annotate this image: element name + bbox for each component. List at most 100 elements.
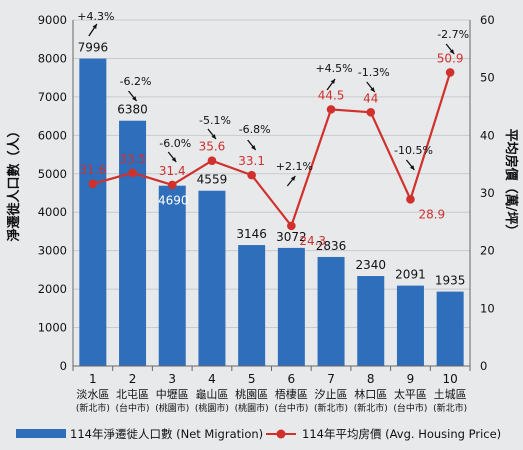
line-value-label: 35.6 bbox=[199, 140, 226, 154]
x-tick-city: (桃園市) bbox=[235, 402, 269, 414]
x-tick-number: 1 bbox=[89, 372, 97, 386]
y-left-tick-label: 1000 bbox=[38, 321, 67, 335]
y-left-tick-label: 8000 bbox=[38, 51, 67, 65]
bar-value-label: 3146 bbox=[236, 227, 267, 241]
x-tick-district: 太平區 bbox=[394, 388, 427, 401]
y-right-tick-label: 50 bbox=[480, 71, 495, 85]
legend-bar-label: 114年淨遷徙人口數 (Net Migration) bbox=[70, 427, 263, 441]
line-point bbox=[167, 180, 177, 190]
y-axis-left-title: 淨遷徙人口數（人） bbox=[6, 124, 22, 241]
arrow-down-icon bbox=[132, 96, 137, 101]
x-tick-city: (台中市) bbox=[393, 402, 427, 414]
y-left-tick-label: 3000 bbox=[38, 244, 67, 258]
change-annotation-label: -6.2% bbox=[120, 75, 152, 88]
line-value-label: 28.9 bbox=[418, 207, 445, 221]
bar bbox=[317, 256, 345, 366]
bar-value-label: 4559 bbox=[197, 173, 228, 187]
arrow-down-icon bbox=[409, 165, 415, 170]
y-left-tick-label: 6000 bbox=[38, 128, 67, 142]
x-tick-number: 2 bbox=[129, 372, 137, 386]
bar-value-label: 6380 bbox=[117, 103, 148, 117]
arrow-down-icon bbox=[449, 49, 455, 54]
y-right-tick-label: 40 bbox=[480, 128, 495, 142]
y-right-tick-label: 60 bbox=[480, 13, 495, 27]
line-value-label: 50.9 bbox=[437, 51, 464, 65]
line-value-label: 33.1 bbox=[238, 154, 265, 168]
line-point bbox=[366, 107, 376, 117]
bar bbox=[357, 276, 385, 366]
y-left-tick-label: 5000 bbox=[38, 167, 67, 181]
line-point bbox=[247, 170, 256, 180]
arrow-down-icon bbox=[171, 157, 177, 162]
arrow-down-icon bbox=[211, 134, 216, 139]
bar-value-label: 7996 bbox=[78, 41, 109, 55]
arrow-down-icon bbox=[370, 87, 375, 92]
bar-value-label: 2836 bbox=[316, 239, 347, 253]
bar-value-label: 2340 bbox=[355, 258, 386, 272]
line-value-label: 44.5 bbox=[318, 88, 345, 102]
line-point bbox=[326, 105, 336, 114]
legend-bar-swatch bbox=[16, 429, 66, 438]
x-tick-number: 8 bbox=[367, 372, 375, 386]
bar bbox=[396, 285, 424, 366]
x-tick-city: (台中市) bbox=[116, 402, 150, 414]
line-point bbox=[445, 68, 455, 77]
x-tick-number: 5 bbox=[248, 372, 256, 386]
change-annotation-label: -6.8% bbox=[239, 123, 271, 136]
bar bbox=[436, 291, 464, 366]
x-tick-district: 北屯區 bbox=[116, 388, 149, 401]
y-left-tick-label: 4000 bbox=[38, 205, 67, 219]
x-tick-district: 土城區 bbox=[434, 388, 467, 401]
y-left-tick-label: 9000 bbox=[38, 13, 67, 27]
line-path bbox=[92, 72, 452, 229]
line-value-label: 44 bbox=[363, 91, 378, 105]
x-tick-district: 汐止區 bbox=[315, 387, 348, 401]
y-right-tick-label: 30 bbox=[480, 186, 495, 200]
bar-value-label: 2091 bbox=[395, 268, 426, 282]
bar-value-label: 1935 bbox=[435, 274, 466, 288]
legend: 114年淨遷徙人口數 (Net Migration) 114年平均房價 (Avg… bbox=[16, 427, 501, 441]
y-left-tick-label: 0 bbox=[60, 359, 67, 373]
x-tick-city: (桃園市) bbox=[195, 402, 229, 414]
line-value-label: 33.5 bbox=[119, 152, 146, 166]
x-tick-district: 龜山區 bbox=[195, 388, 228, 401]
x-tick-city: (新北市) bbox=[354, 402, 388, 414]
line-point bbox=[406, 195, 415, 204]
arrow-down-icon bbox=[251, 145, 256, 150]
x-axis-labels: 1淡水區(新北市)2北屯區(台中市)3中壢區(桃園市)4龜山區(桃園市)5桃園區… bbox=[76, 372, 467, 414]
x-tick-number: 6 bbox=[288, 372, 296, 386]
line-value-label: 31.6 bbox=[79, 163, 106, 177]
line-value-label: 31.4 bbox=[159, 164, 186, 178]
y-right-tick-label: 0 bbox=[480, 359, 487, 373]
x-tick-number: 9 bbox=[407, 372, 415, 386]
bar-value-label: 3072 bbox=[276, 230, 307, 244]
y-left-tick-label: 7000 bbox=[38, 90, 67, 104]
arrow-up-icon bbox=[330, 79, 336, 84]
x-tick-number: 10 bbox=[443, 372, 458, 386]
x-tick-number: 4 bbox=[208, 372, 216, 386]
arrow-up-icon bbox=[92, 24, 97, 29]
x-tick-district: 淡水區 bbox=[76, 388, 109, 401]
bar bbox=[119, 120, 147, 366]
bar bbox=[79, 58, 107, 367]
x-tick-district: 中壢區 bbox=[156, 387, 189, 401]
bar bbox=[277, 247, 305, 366]
x-tick-number: 3 bbox=[168, 372, 176, 386]
x-tick-district: 梧棲區 bbox=[275, 387, 308, 401]
x-tick-district: 桃園區 bbox=[235, 387, 268, 401]
bar bbox=[158, 185, 186, 366]
change-annotation-label: -6.0% bbox=[159, 137, 191, 150]
change-annotation-label: -1.3% bbox=[358, 66, 390, 79]
x-tick-city: (新北市) bbox=[314, 402, 348, 414]
y-right-tick-label: 10 bbox=[480, 301, 495, 315]
y-axis-right-title: 平均房價（萬/坪） bbox=[503, 129, 519, 238]
change-annotation-label: +4.5% bbox=[315, 62, 352, 75]
change-annotation-label: +4.3% bbox=[77, 10, 114, 23]
legend-line-marker bbox=[276, 429, 286, 439]
y-right-tick-label: 20 bbox=[480, 244, 495, 258]
x-tick-city: (新北市) bbox=[76, 402, 110, 414]
line-point bbox=[287, 221, 296, 231]
axes: 0 1000 2000 3000 4000 5000 6000 7000 8000 9000 0 10… bbox=[38, 13, 495, 373]
line-series bbox=[88, 68, 455, 231]
